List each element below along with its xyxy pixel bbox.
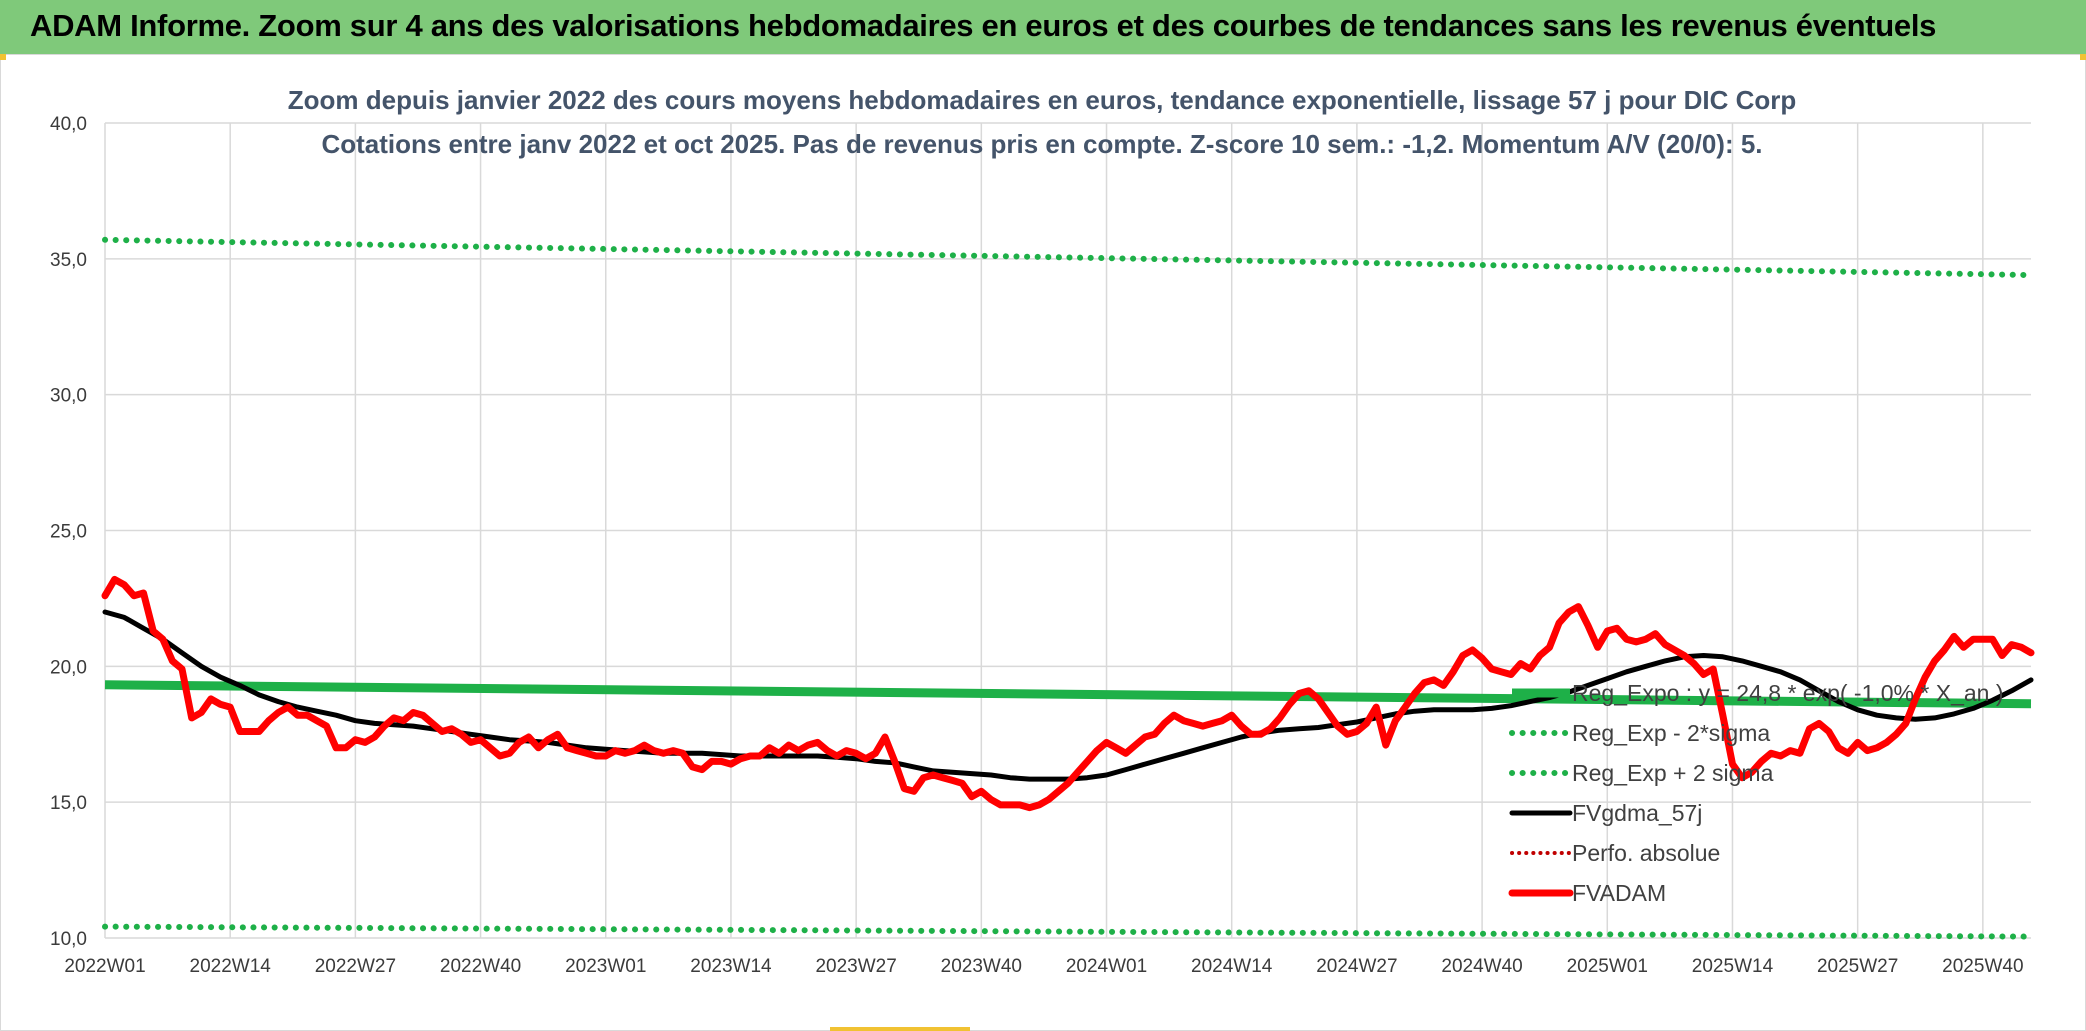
legend-label-fvadam-line: FVADAM [1572, 880, 1666, 906]
frame-corner-left [0, 54, 6, 60]
series [101, 236, 2035, 940]
legend: Reg_Expo : y = 24,8 * exp( -1,0% * X_an … [1508, 680, 2004, 906]
x-tick-label: 2025W40 [1942, 956, 2023, 977]
x-tick-label: 2022W27 [315, 956, 396, 977]
frame-corner-right [2080, 54, 2086, 60]
reg-exp-plus-2sigma-line [102, 236, 2034, 279]
x-tick-label: 2025W01 [1567, 956, 1648, 977]
y-tick-label: 20,0 [50, 657, 87, 678]
reg-expo-line [104, 680, 2032, 709]
x-tick-label: 2025W14 [1692, 956, 1774, 977]
header-band: ADAM Informe. Zoom sur 4 ans des valoris… [0, 0, 2086, 56]
y-tick-label: 40,0 [50, 114, 87, 135]
reg-exp-minus-2sigma-line [102, 923, 2034, 940]
y-tick-label: 35,0 [50, 250, 87, 271]
legend-label-reg-exp-minus-2sigma-line: Reg_Exp - 2*sigma [1572, 720, 1770, 746]
y-tick-label: 10,0 [50, 929, 87, 950]
y-tick-label: 25,0 [50, 522, 87, 543]
frame-edge-bottom [830, 1027, 970, 1031]
x-tick-label: 2024W27 [1316, 956, 1397, 977]
x-tick-label: 2023W01 [565, 956, 646, 977]
legend-label-fvgdma-57j-line: FVgdma_57j [1572, 800, 1702, 826]
x-tick-label: 2022W40 [440, 956, 521, 977]
x-tick-label: 2025W27 [1817, 956, 1898, 977]
y-tick-label: 15,0 [50, 793, 87, 814]
chart-title: Zoom depuis janvier 2022 des cours moyen… [288, 85, 1796, 115]
x-tick-label: 2022W01 [64, 956, 145, 977]
x-tick-label: 2024W14 [1191, 956, 1273, 977]
legend-label-perfo-absolue-line: Perfo. absolue [1572, 840, 1720, 866]
x-tick-label: 2023W14 [690, 956, 772, 977]
x-tick-label: 2023W40 [941, 956, 1022, 977]
axes: 10,0 15,0 20,0 25,0 30,0 35,0 40,0 2022W01 2022W… [50, 114, 2024, 977]
x-tick-label: 2024W40 [1441, 956, 1522, 977]
page-title: ADAM Informe. Zoom sur 4 ans des valoris… [30, 8, 1937, 43]
x-tick-label: 2022W14 [190, 956, 272, 977]
x-tick-label: 2023W27 [815, 956, 896, 977]
y-tick-label: 30,0 [50, 386, 87, 407]
x-tick-label: 2024W01 [1066, 956, 1147, 977]
fvadam-line [101, 575, 2035, 812]
grid [104, 122, 2031, 939]
chart-subtitle: Cotations entre janv 2022 et oct 2025. P… [321, 129, 1762, 159]
legend-label-reg-expo-line: Reg_Expo : y = 24,8 * exp( -1,0% * X_an … [1572, 680, 2004, 706]
chart-frame [0, 54, 2086, 1031]
legend-label-reg-exp-plus-2sigma-line: Reg_Exp + 2 sigma [1572, 760, 1774, 786]
